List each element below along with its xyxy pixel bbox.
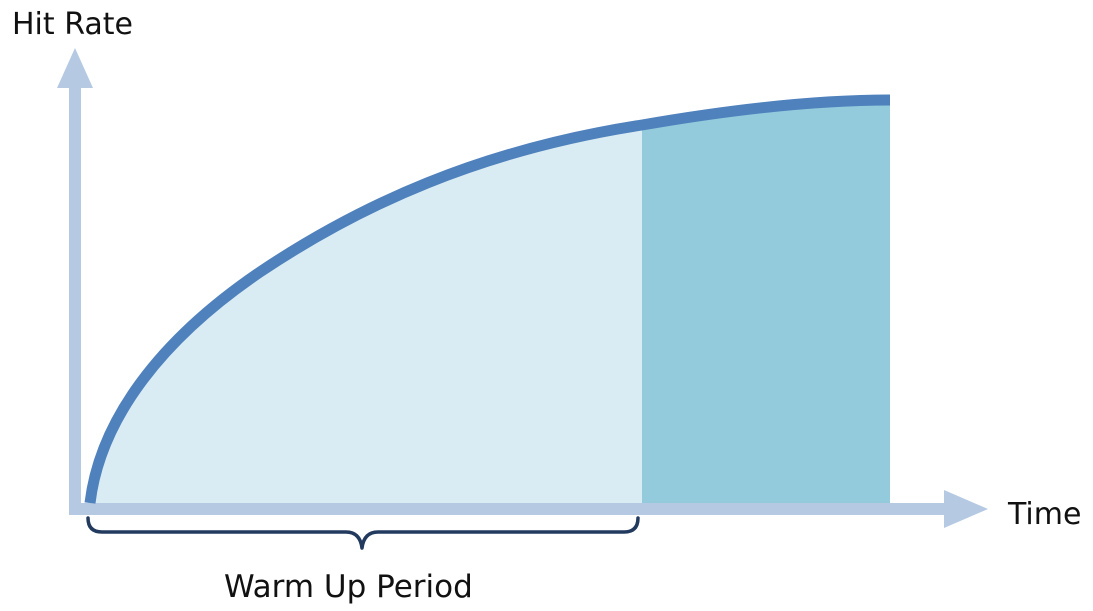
x-axis-label: Time xyxy=(1008,497,1082,532)
hit-rate-curve xyxy=(84,94,891,504)
x-axis-arrowhead xyxy=(944,490,988,528)
warm-up-period-label: Warm Up Period xyxy=(224,569,473,605)
y-axis-arrowhead xyxy=(57,48,93,88)
warm-up-region xyxy=(88,125,642,503)
y-axis-label: Hit Rate xyxy=(12,7,133,42)
warm-up-brace xyxy=(86,516,640,550)
steady-state-region xyxy=(642,99,890,503)
